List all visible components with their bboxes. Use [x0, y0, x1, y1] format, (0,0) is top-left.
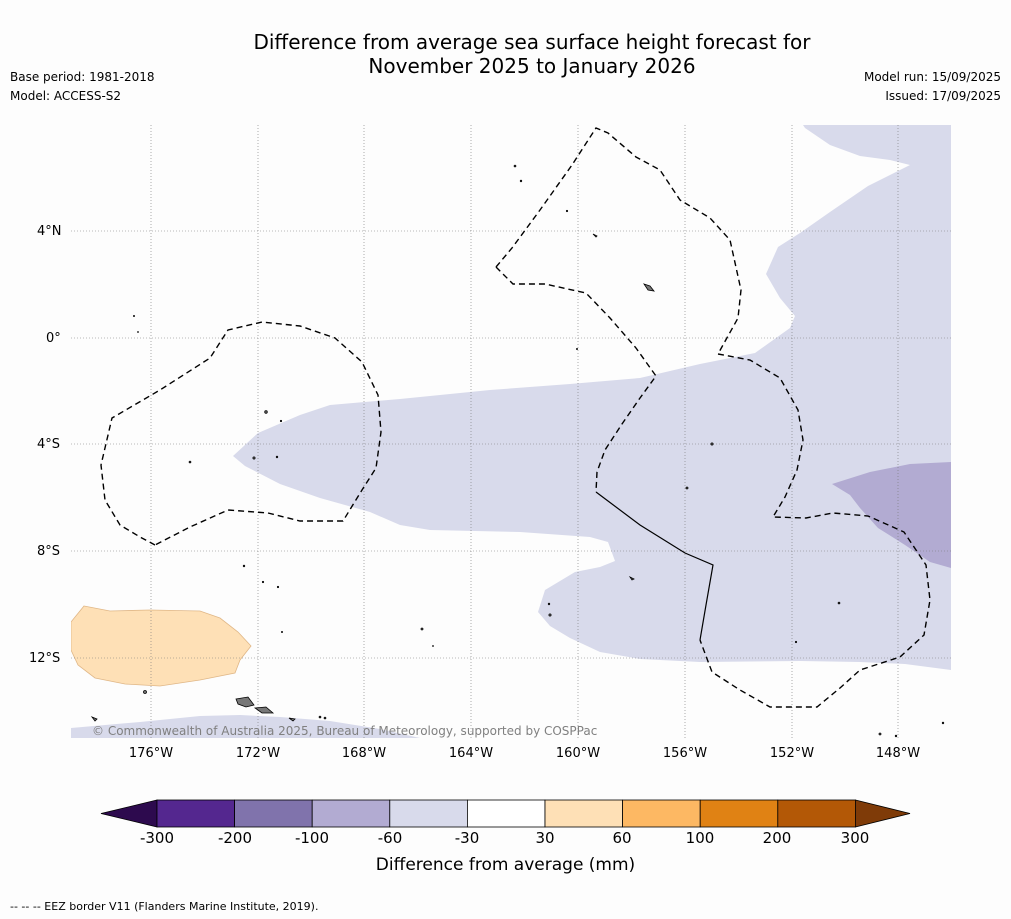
colorbar-segment [389, 799, 468, 828]
model-name: Model: ACCESS-S2 [10, 89, 122, 103]
title-line-1: Difference from average sea surface heig… [253, 30, 811, 54]
colorbar-tick-label: -300 [139, 829, 175, 847]
map-title: Difference from average sea surface heig… [0, 30, 1011, 78]
colorbar-segment [156, 799, 235, 828]
base-period: Base period: 1981-2018 [10, 70, 155, 84]
colorbar-segment [466, 799, 546, 828]
lon-label-176w: 176°W [128, 746, 174, 761]
lat-label-12s: 12°S [29, 651, 61, 666]
colorbar-tick-label: -30 [454, 829, 480, 847]
islands [90, 164, 945, 738]
model-run: Model run: 15/09/2025 [863, 70, 1001, 84]
colorbar [100, 799, 911, 828]
island-samoa-2 [253, 706, 275, 714]
lon-label-160w: 160°W [555, 746, 601, 761]
island-atoll-d [90, 716, 98, 722]
colorbar-tick-label: 100 [685, 829, 715, 847]
meta-left: Base period: 1981-2018 Model: ACCESS-S2 [10, 68, 155, 106]
eez-solid-border [595, 491, 714, 641]
lon-label-168w: 168°W [341, 746, 387, 761]
colorbar-extend-high [855, 799, 911, 828]
colorbar-segment [544, 799, 623, 828]
meta-right: Model run: 15/09/2025 Issued: 17/09/2025 [864, 68, 1001, 106]
colorbar-tick-label: 200 [762, 829, 792, 847]
colorbar-segment [622, 799, 701, 828]
colorbar-tick-label: 60 [612, 829, 632, 847]
colorbar-segment [699, 799, 779, 828]
colorbar-title: Difference from average (mm) [375, 855, 636, 875]
colorbar-tick-label: -100 [294, 829, 330, 847]
gridlines [71, 125, 951, 738]
map-field [71, 125, 951, 738]
colorbar-segment [777, 799, 856, 828]
colorbar-segment [311, 799, 391, 828]
lon-label-156w: 156°W [662, 746, 708, 761]
island-samoa-1 [235, 696, 255, 708]
eez-border-kiribati-line-east [699, 353, 931, 708]
eez-border-kiribati-line-north [495, 127, 742, 355]
lat-label-4s: 4°S [37, 437, 61, 452]
colorbar-extend-low [100, 799, 158, 828]
island-atoll-e [288, 717, 296, 722]
lat-label-4n: 4°N [37, 224, 62, 239]
island-atoll-a [643, 283, 655, 292]
colorbar-tick-label: -60 [377, 829, 403, 847]
lat-label-8s: 8°S [37, 544, 61, 559]
anomaly-region-positive [71, 605, 252, 687]
colorbar-segment [234, 799, 313, 828]
issued-date: Issued: 17/09/2025 [885, 89, 1001, 103]
lon-label-164w: 164°W [448, 746, 494, 761]
island-atoll-c [628, 575, 635, 581]
anomaly-region-light [233, 125, 951, 670]
copyright-notice: © Commonwealth of Australia 2025, Bureau… [92, 724, 598, 738]
title-line-2: November 2025 to January 2026 [368, 54, 696, 78]
eez-borders [100, 127, 931, 708]
lon-label-172w: 172°W [235, 746, 281, 761]
island-atoll-b [592, 233, 598, 238]
colorbar-tick-label: 30 [535, 829, 555, 847]
anomaly-region-south [71, 715, 420, 738]
lat-label-0: 0° [46, 331, 61, 346]
lon-label-152w: 152°W [769, 746, 815, 761]
colorbar-tick-label: -200 [217, 829, 253, 847]
eez-border-kiribati-phoenix [100, 321, 382, 546]
anomaly-region-medium [832, 462, 951, 568]
eez-footnote: -- -- -- EEZ border V11 (Flanders Marine… [10, 900, 319, 913]
colorbar-tick-label: 300 [840, 829, 870, 847]
lon-label-148w: 148°W [875, 746, 921, 761]
eez-border-kiribati-line-west [495, 266, 657, 493]
